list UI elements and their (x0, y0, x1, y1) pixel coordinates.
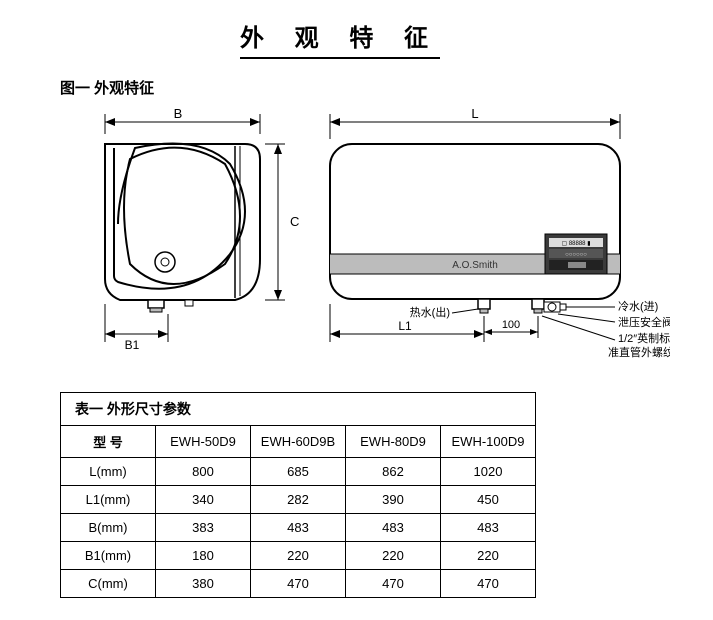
col-model: 型 号 (61, 426, 156, 458)
table-row: L1(mm) 340 282 390 450 (61, 486, 536, 514)
dim-L1: L1 (398, 319, 412, 333)
table-title: 表一 外形尺寸参数 (61, 393, 536, 426)
diagram-area: B (60, 104, 673, 364)
label-thread1: 1/2″英制标 (618, 331, 670, 345)
col-3: EWH-80D9 (346, 426, 441, 458)
page-title: 外 观 特 征 (240, 18, 440, 59)
table-row: B(mm) 383 483 483 483 (61, 514, 536, 542)
figure-title: 图一 外观特征 (60, 77, 673, 98)
dim-C: C (290, 214, 299, 229)
svg-text:▢ 88888 ▮: ▢ 88888 ▮ (562, 241, 591, 247)
dim-B1: B1 (125, 338, 140, 352)
col-4: EWH-100D9 (441, 426, 536, 458)
col-2: EWH-60D9B (251, 426, 346, 458)
dimension-table: 表一 外形尺寸参数 型 号 EWH-50D9 EWH-60D9B EWH-80D… (60, 392, 536, 598)
table-title-row: 表一 外形尺寸参数 (61, 393, 536, 426)
svg-text:○○○○○○: ○○○○○○ (565, 252, 587, 258)
col-1: EWH-50D9 (156, 426, 251, 458)
label-cold-in: 冷水(进) (618, 300, 658, 313)
table-row: L(mm) 800 685 862 1020 (61, 458, 536, 486)
table-row: C(mm) 380 470 470 470 (61, 570, 536, 598)
table-row: B1(mm) 180 220 220 220 (61, 542, 536, 570)
label-hot-out: 热水(出) (410, 305, 450, 319)
label-thread2: 准直管外螺纹 (608, 345, 670, 359)
label-safety-valve: 泄压安全阀 (618, 315, 670, 329)
brand-text: A.O.Smith (452, 260, 498, 271)
dim-L: L (471, 106, 478, 121)
dim-B: B (174, 106, 183, 121)
table-header-row: 型 号 EWH-50D9 EWH-60D9B EWH-80D9 EWH-100D… (61, 426, 536, 458)
dim-100: 100 (502, 319, 520, 331)
